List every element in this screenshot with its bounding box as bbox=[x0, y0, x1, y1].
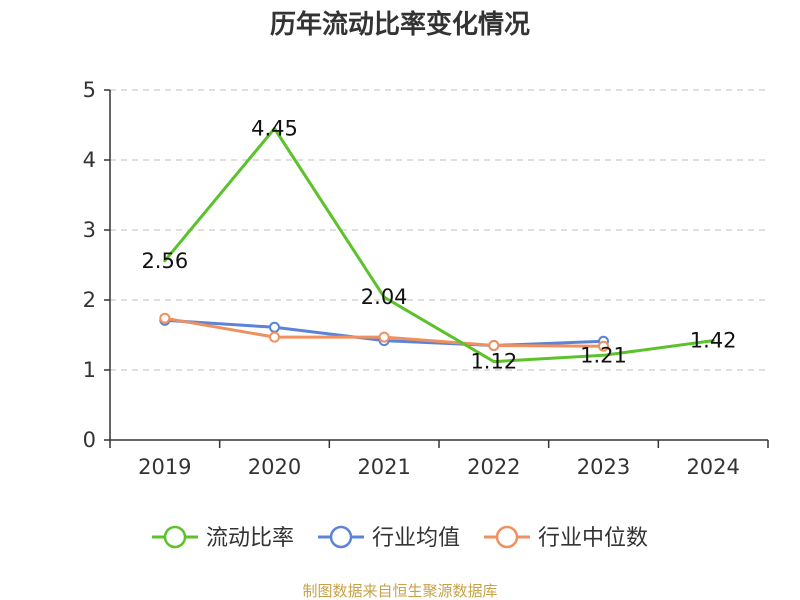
y-tick-label: 1 bbox=[83, 358, 96, 382]
data-point bbox=[269, 321, 280, 333]
legend-label: 行业均值 bbox=[372, 526, 460, 551]
legend-marker bbox=[163, 525, 187, 549]
data-labels: 2.56 4.45 2.04 1.12 1.21 1.42 bbox=[141, 117, 736, 374]
legend-marker bbox=[329, 525, 353, 549]
data-label: 2.56 bbox=[141, 249, 188, 273]
data-label: 1.21 bbox=[580, 343, 627, 367]
data-point bbox=[488, 340, 500, 351]
data-point bbox=[378, 331, 390, 343]
data-label: 1.12 bbox=[470, 350, 517, 374]
legend-marker bbox=[495, 525, 519, 549]
x-tick-label: 2022 bbox=[467, 455, 520, 479]
legend-label: 流动比率 bbox=[206, 526, 294, 551]
x-tick-label: 2020 bbox=[248, 455, 301, 479]
data-label: 4.45 bbox=[251, 117, 298, 141]
data-point bbox=[598, 340, 609, 352]
y-tick-label: 5 bbox=[83, 78, 96, 102]
series-line bbox=[163, 127, 715, 364]
legend-label: 行业中位数 bbox=[538, 526, 648, 551]
x-tick-label: 2021 bbox=[357, 455, 410, 479]
data-label: 1.42 bbox=[690, 329, 737, 353]
data-point bbox=[269, 331, 280, 343]
series-group bbox=[159, 127, 715, 364]
data-label: 2.04 bbox=[361, 285, 408, 309]
y-tick-label: 0 bbox=[83, 428, 96, 452]
data-point bbox=[159, 312, 171, 324]
source-note: 制图数据来自恒生聚源数据库 bbox=[302, 582, 497, 600]
x-tick-label: 2023 bbox=[577, 455, 630, 479]
legend: 流动比率 行业均值 行业中位数 bbox=[152, 525, 648, 551]
y-tick-label: 3 bbox=[83, 218, 96, 242]
axes: 0 1 2 3 4 5 2019 2020 2021 2022 2023 2024 bbox=[83, 78, 769, 479]
x-tick-label: 2024 bbox=[686, 455, 739, 479]
x-tick-label: 2019 bbox=[138, 455, 191, 479]
y-tick-label: 2 bbox=[83, 288, 96, 312]
y-tick-label: 4 bbox=[83, 148, 96, 172]
chart-title: 历年流动比率变化情况 bbox=[270, 9, 530, 40]
